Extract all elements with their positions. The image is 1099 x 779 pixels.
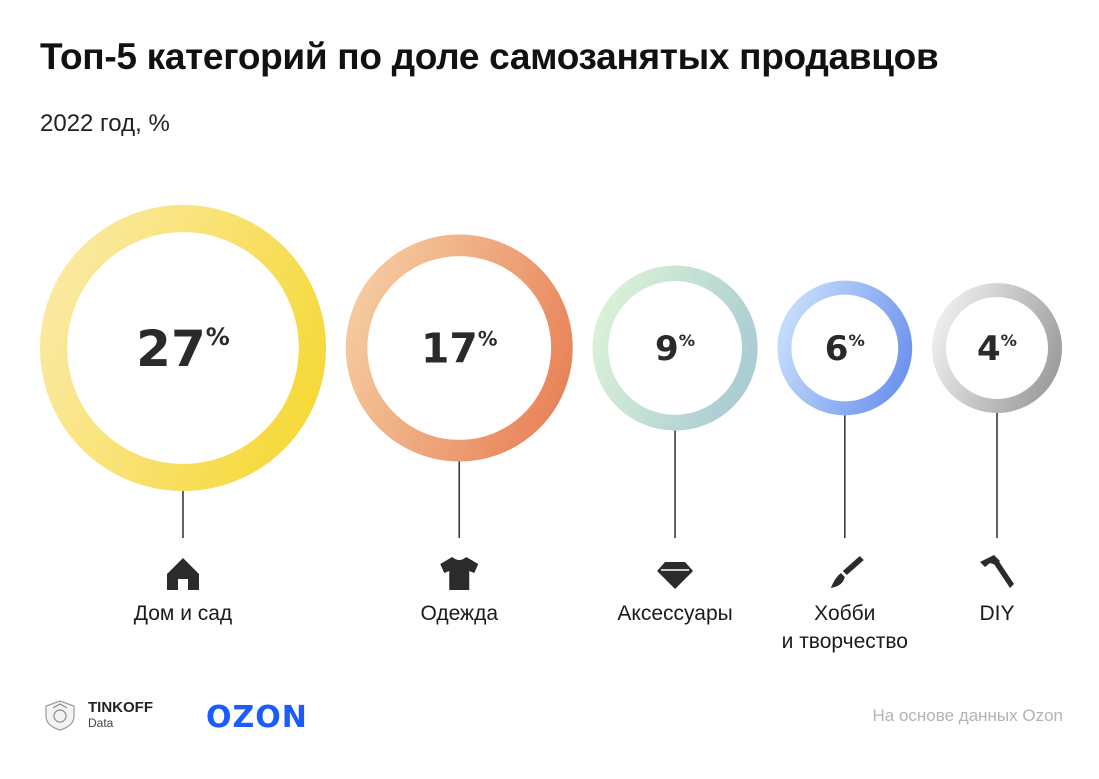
source-note: На основе данных Ozon: [872, 706, 1064, 725]
tinkoff-emblem-icon: [45, 700, 75, 731]
tshirt-icon: [440, 557, 479, 590]
value-ring: [592, 265, 758, 431]
tinkoff-data-logo: TINKOFF Data: [40, 698, 153, 732]
chart-subtitle: 2022 год, %: [40, 110, 170, 137]
value-ring: [777, 280, 913, 416]
value-label: 9%: [655, 329, 695, 369]
category-3: 9% Аксессуары: [592, 265, 758, 625]
category-1: 27% Дом и сад: [40, 205, 326, 625]
ring-chart: 27% Дом и сад 17% Одежда 9% Аксессуары 6% Хобби…: [40, 205, 1062, 653]
category-5: 4% DIY: [932, 283, 1062, 625]
category-4: 6% Хобби и творчество: [777, 280, 913, 653]
value-ring: [345, 234, 573, 462]
value-label: 17%: [421, 325, 498, 373]
ozon-logo: OZON: [206, 700, 308, 735]
category-label: Хобби: [814, 602, 875, 625]
house-icon: [167, 558, 199, 590]
hammer-icon: [980, 555, 1014, 588]
diamond-icon: [657, 562, 694, 589]
category-2: 17% Одежда: [345, 234, 573, 625]
value-ring: [40, 205, 326, 491]
value-label: 27%: [136, 320, 230, 378]
paintbrush-icon: [830, 556, 864, 588]
category-label: и творчество: [782, 630, 908, 653]
tinkoff-sub: Data: [88, 716, 114, 730]
category-label: Аксессуары: [617, 602, 732, 625]
category-label: DIY: [979, 602, 1014, 625]
value-label: 6%: [825, 329, 865, 369]
value-ring: [932, 283, 1062, 413]
category-label: Одежда: [420, 602, 498, 625]
value-label: 4%: [977, 329, 1017, 369]
category-label: Дом и сад: [134, 602, 232, 625]
chart-title: Топ-5 категорий по доле самозанятых прод…: [40, 36, 939, 77]
tinkoff-name: TINKOFF: [88, 699, 153, 716]
